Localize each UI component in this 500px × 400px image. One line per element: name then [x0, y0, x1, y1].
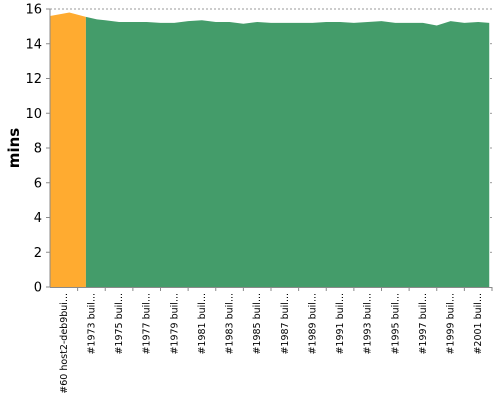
x-tick-label: #1997 buil... [418, 293, 429, 355]
x-tick-label: #60 host2-deb9bui... [59, 293, 70, 394]
series-area-1 [50, 12, 86, 287]
x-tick-label: #1975 buil... [114, 293, 125, 355]
x-axis-ticks: #60 host2-deb9bui... #1973 buil... #1975 b… [59, 287, 493, 394]
x-tick-label: #1999 buil... [446, 293, 457, 355]
x-tick-label: #1987 buil... [280, 293, 291, 355]
x-tick-label: #1995 buil... [390, 293, 401, 355]
x-tick-label: #1993 buil... [363, 293, 374, 355]
y-tick-label: 6 [34, 176, 42, 191]
y-axis-title: mins [5, 128, 23, 168]
x-tick-label: #1985 buil... [252, 293, 263, 355]
x-tick-label: #1979 buil... [169, 293, 180, 355]
x-tick-label: #1983 buil... [225, 293, 236, 355]
x-tick-label: #1973 buil... [86, 293, 97, 355]
y-tick-label: 12 [25, 72, 42, 87]
x-tick-label: #1989 buil... [307, 293, 318, 355]
y-tick-label: 4 [34, 211, 42, 226]
series-area-2 [85, 16, 490, 287]
x-tick-label: #2001 buil... [473, 293, 484, 355]
series-areas [50, 12, 490, 287]
x-tick-label: #1981 buil... [197, 293, 208, 355]
y-tick-label: 14 [25, 37, 42, 52]
y-tick-label: 2 [34, 246, 42, 261]
x-tick-label: #1991 buil... [335, 293, 346, 355]
y-tick-label: 10 [25, 107, 42, 122]
y-axis-ticks: 0 2 4 6 8 10 12 14 16 [25, 3, 50, 296]
x-tick-label: #1977 buil... [142, 293, 153, 355]
y-tick-label: 16 [25, 3, 42, 18]
y-tick-label: 8 [34, 142, 42, 157]
y-tick-label: 0 [34, 281, 42, 296]
